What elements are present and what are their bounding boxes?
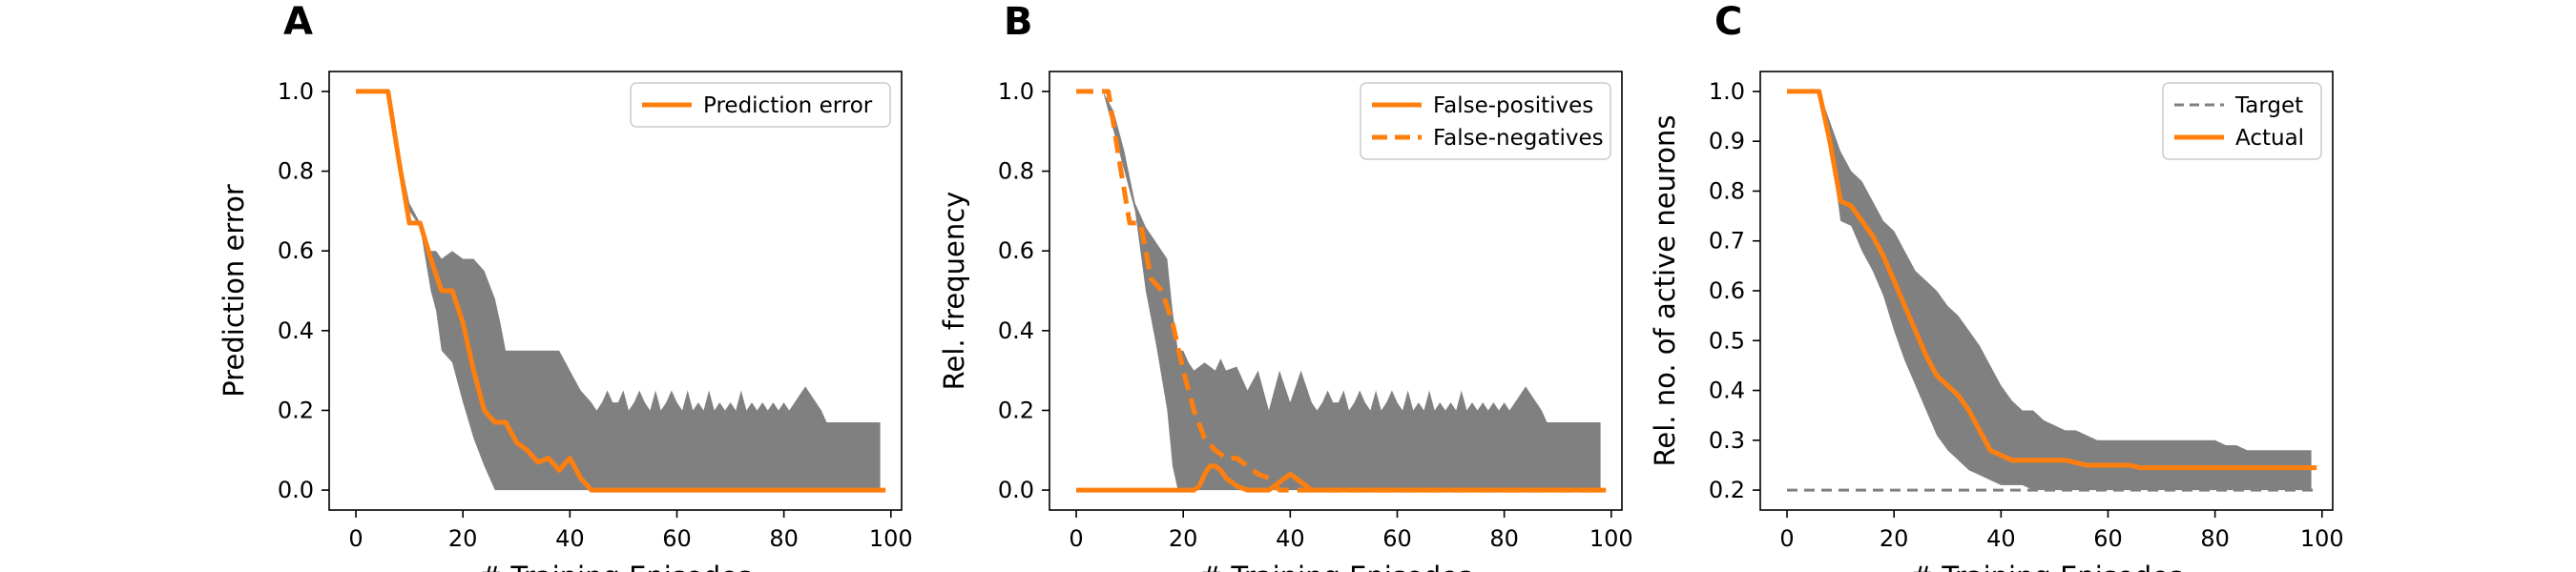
y-tick-label: 1.0	[998, 78, 1034, 105]
y-axis-title: Rel. no. of active neurons	[1649, 115, 1681, 467]
panel-b: B 0 20 40 60 80 100 0.0 0.2 0.4 0.6 0.8 1.0 # Trainin…	[938, 0, 1633, 572]
legend-label: False-negatives	[1433, 126, 1604, 151]
x-tick-label: 100	[2300, 525, 2344, 552]
legend-label: Actual	[2235, 126, 2304, 151]
x-tick-label: 40	[555, 525, 585, 552]
axes-frame	[1049, 71, 1623, 511]
y-axis-title: Prediction error	[218, 184, 250, 398]
y-tick-label: 0.2	[998, 397, 1034, 423]
panel-a: A 0 20 40 60 80 100 0.0 0.2 0.4 0.6 0.8 1.0 # Trainin…	[218, 0, 913, 572]
legend: Target Actual	[2162, 82, 2322, 160]
y-tick-label: 0.5	[1709, 327, 1745, 354]
y-tick-label: 1.0	[278, 78, 314, 105]
variability-band	[1787, 91, 2312, 491]
legend-box	[1360, 82, 1611, 160]
legend-label: False-positives	[1433, 93, 1593, 118]
y-tick-label: 0.0	[998, 477, 1034, 503]
y-tick-label: 0.6	[998, 237, 1034, 264]
x-tick-label: 80	[1489, 525, 1519, 552]
series-line-false-negatives	[1076, 89, 1607, 493]
x-tick-label: 20	[1169, 525, 1198, 552]
y-axis-title: Rel. frequency	[938, 192, 970, 391]
y-tick-label: 1.0	[1709, 78, 1745, 105]
x-tick-label: 20	[448, 525, 478, 552]
x-tick-label: 80	[769, 525, 799, 552]
y-tick-label: 0.4	[278, 317, 314, 344]
x-tick-label: 0	[348, 525, 363, 552]
series-line-false-positives	[1076, 463, 1607, 493]
x-tick-label: 100	[1589, 525, 1633, 552]
plot-area	[1076, 89, 1607, 493]
y-tick-label: 0.6	[1709, 277, 1745, 304]
legend-box	[2162, 82, 2322, 160]
y-tick-label: 0.3	[1709, 427, 1745, 454]
x-axis-title: # Training Episodes	[479, 561, 752, 572]
x-tick-label: 60	[662, 525, 692, 552]
variability-band	[356, 91, 881, 491]
x-tick-label: 40	[1986, 525, 2016, 552]
legend: False-positives False-negatives	[1360, 82, 1611, 160]
y-tick-label: 0.7	[1709, 228, 1745, 255]
legend-box	[630, 82, 891, 128]
y-tick-label: 0.8	[278, 158, 314, 185]
panel-label: C	[1714, 0, 1742, 44]
series-line-actual	[1787, 89, 2317, 471]
panel-label: A	[283, 0, 313, 44]
legend-label: Prediction error	[703, 93, 873, 118]
x-tick-label: 60	[2093, 525, 2123, 552]
x-tick-label: 100	[869, 525, 913, 552]
y-tick-label: 0.8	[998, 158, 1034, 185]
y-tick-label: 0.6	[278, 237, 314, 264]
x-axis-title: # Training Episodes	[1199, 561, 1472, 572]
legend: Prediction error	[630, 82, 891, 128]
legend-label: Target	[2234, 93, 2303, 118]
plot-area	[356, 89, 886, 493]
panel-c: C 0 20 40 60 80 100 0.2 0.3 0.4 0.5 0.6 0.7 0.8 0.9 1.0…	[1649, 0, 2344, 572]
y-tick-label: 0.2	[1709, 477, 1745, 503]
y-tick-label: 0.0	[278, 477, 314, 503]
series-line-prediction-error	[356, 89, 886, 493]
y-tick-label: 0.8	[1709, 177, 1745, 204]
x-tick-label: 0	[1779, 525, 1794, 552]
y-tick-label: 0.2	[278, 397, 314, 423]
panel-label: B	[1004, 0, 1033, 44]
x-tick-label: 0	[1069, 525, 1083, 552]
y-tick-label: 0.4	[998, 317, 1034, 344]
y-tick-label: 0.9	[1709, 128, 1745, 154]
variability-band	[1076, 91, 1601, 491]
axes-frame	[328, 71, 903, 511]
x-axis-title: # Training Episodes	[1910, 561, 2183, 572]
plot-area	[1787, 89, 2317, 492]
x-tick-label: 40	[1276, 525, 1305, 552]
y-tick-label: 0.4	[1709, 378, 1745, 404]
x-tick-label: 80	[2200, 525, 2230, 552]
x-tick-label: 60	[1382, 525, 1412, 552]
x-tick-label: 20	[1880, 525, 1909, 552]
